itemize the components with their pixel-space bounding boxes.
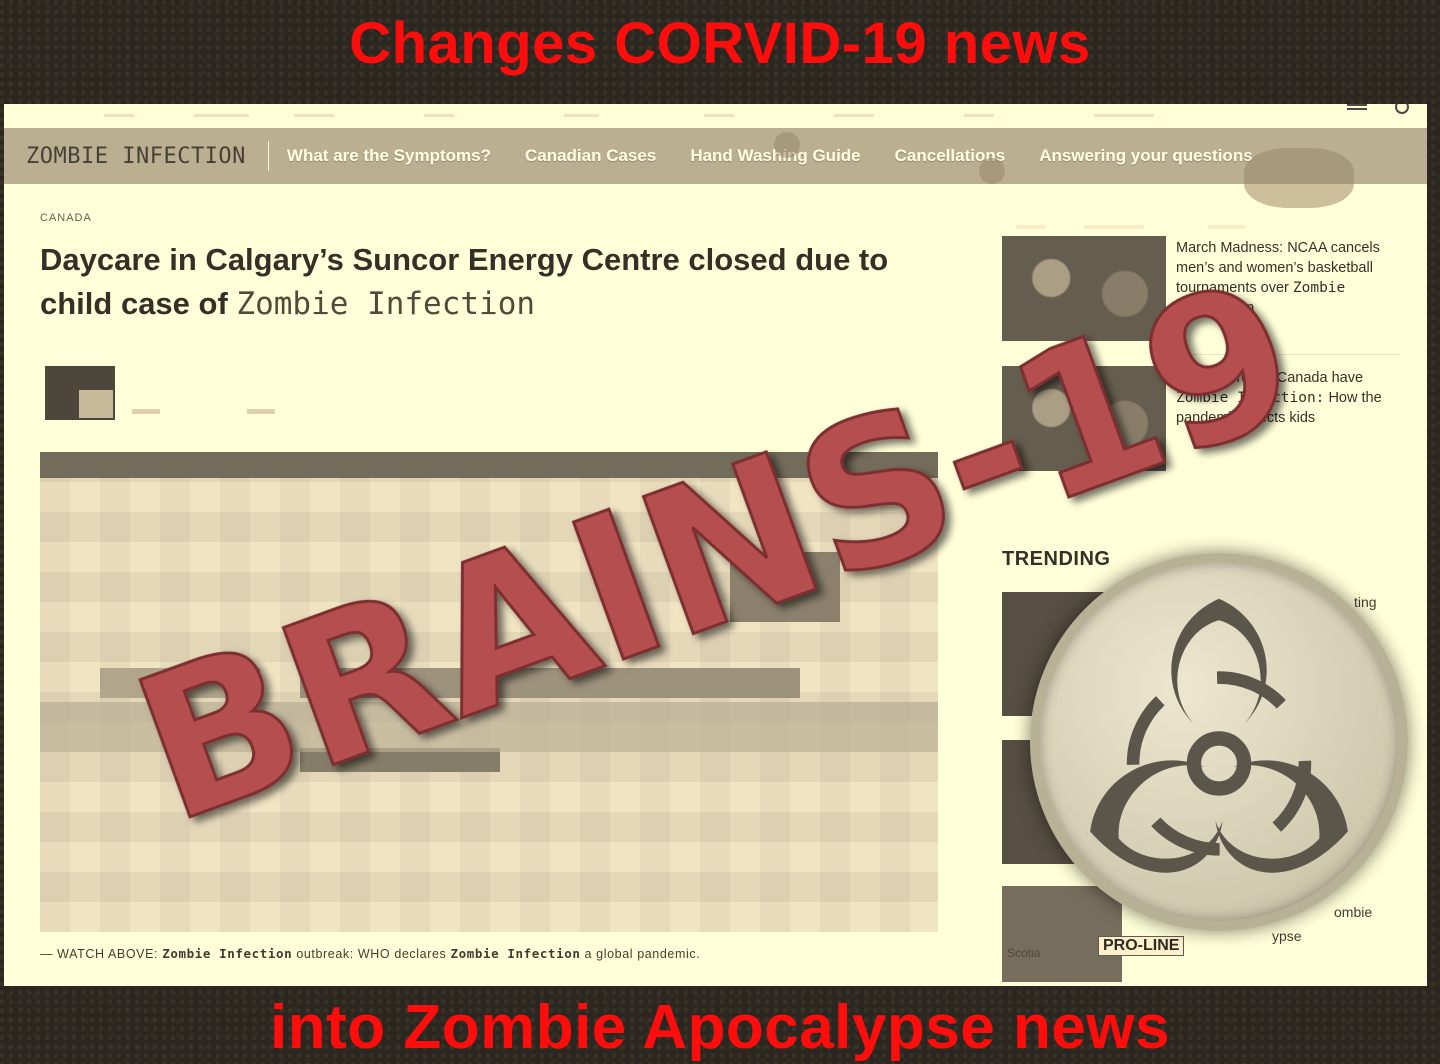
nav-item-hand-washing[interactable]: Hand Washing Guide — [690, 146, 861, 165]
caption-middle: outbreak: WHO declares — [296, 947, 447, 961]
nav-divider — [267, 141, 269, 171]
trending-text-fragment[interactable]: ting — [1354, 594, 1377, 610]
story-zombie-infection: Zombie Infection — [1176, 280, 1346, 316]
author-avatar — [45, 366, 115, 420]
article-kicker[interactable]: CANADA — [40, 212, 92, 224]
story-thumbnail[interactable] — [1002, 236, 1166, 341]
top-banner-title: Changes CORVID-19 news — [349, 11, 1091, 76]
story-title-text: How the pandemic affects kids — [1176, 390, 1382, 426]
story-title[interactable]: March Madness: NCAA cancels men’s and wo… — [1176, 238, 1396, 318]
story-title[interactable]: Two children in Canada have Zombie Infec… — [1176, 368, 1396, 428]
story-zombie-infection: Zombie Infection: — [1176, 390, 1325, 406]
caption-suffix: a global pandemic. — [584, 947, 701, 961]
hamburger-menu-icon[interactable] — [1347, 104, 1367, 110]
author-meta-placeholder — [132, 409, 160, 414]
sidebar-tab-marker — [1084, 225, 1144, 229]
nav-item-symptoms[interactable]: What are the Symptoms? — [286, 146, 491, 165]
sidebar-story[interactable]: Two children in Canada have Zombie Infec… — [1002, 366, 1402, 476]
virus-decoration-icon — [1244, 148, 1354, 208]
virus-decoration-icon — [774, 132, 800, 158]
video-caption: — WATCH ABOVE: Zombie Infection outbreak… — [40, 946, 700, 961]
author-meta-placeholder — [247, 409, 275, 414]
search-icon[interactable] — [1395, 104, 1409, 114]
headline-zombie-infection: Zombie Infection — [236, 286, 536, 322]
trending-text-fragment[interactable]: ypse — [1272, 928, 1302, 944]
topic-navbar: ZOMBIE INFECTION What are the Symptoms? … — [4, 128, 1427, 208]
sidebar-tab-marker — [1016, 225, 1046, 229]
sidebar-divider — [1176, 354, 1400, 355]
trending-heading: TRENDING — [1002, 548, 1111, 570]
trending-text-fragment[interactable]: ombie — [1334, 904, 1373, 920]
virus-decoration-icon — [979, 158, 1005, 184]
article-headline: Daycare in Calgary’s Suncor Energy Centr… — [40, 238, 940, 326]
scotia-logo: Scotia — [1007, 946, 1041, 960]
biohazard-badge — [1030, 553, 1408, 931]
trending-thumbnail[interactable] — [1002, 886, 1122, 982]
video-top-bar — [40, 452, 938, 478]
nav-item-answering-questions[interactable]: Answering your questions — [1039, 146, 1253, 165]
story-thumbnail[interactable] — [1002, 366, 1166, 471]
nav-item-canadian-cases[interactable]: Canadian Cases — [524, 146, 657, 165]
story-title-text: Two children in Canada have — [1176, 370, 1364, 386]
bottom-banner-title: into Zombie Apocalypse news — [269, 993, 1171, 1062]
headline-text: Daycare in Calgary’s Suncor Energy Centr… — [40, 242, 889, 321]
top-strip — [4, 104, 1427, 128]
video-player-pixelated[interactable] — [40, 452, 938, 932]
sidebar-tab-marker — [1208, 225, 1246, 229]
caption-prefix: — WATCH ABOVE: — [40, 947, 159, 961]
caption-zombie-infection: Zombie Infection — [162, 946, 293, 961]
caption-zombie-infection: Zombie Infection — [450, 946, 581, 961]
biohazard-icon — [1090, 598, 1348, 873]
nav-brand[interactable]: ZOMBIE INFECTION — [26, 143, 246, 169]
sidebar-story[interactable]: March Madness: NCAA cancels men’s and wo… — [1002, 236, 1402, 346]
pro-line-logo: PRO-LINE — [1098, 936, 1185, 956]
nav-item-cancellations[interactable]: Cancellations — [894, 146, 1006, 165]
story-title-text: March Madness: NCAA cancels men’s and wo… — [1176, 240, 1380, 296]
